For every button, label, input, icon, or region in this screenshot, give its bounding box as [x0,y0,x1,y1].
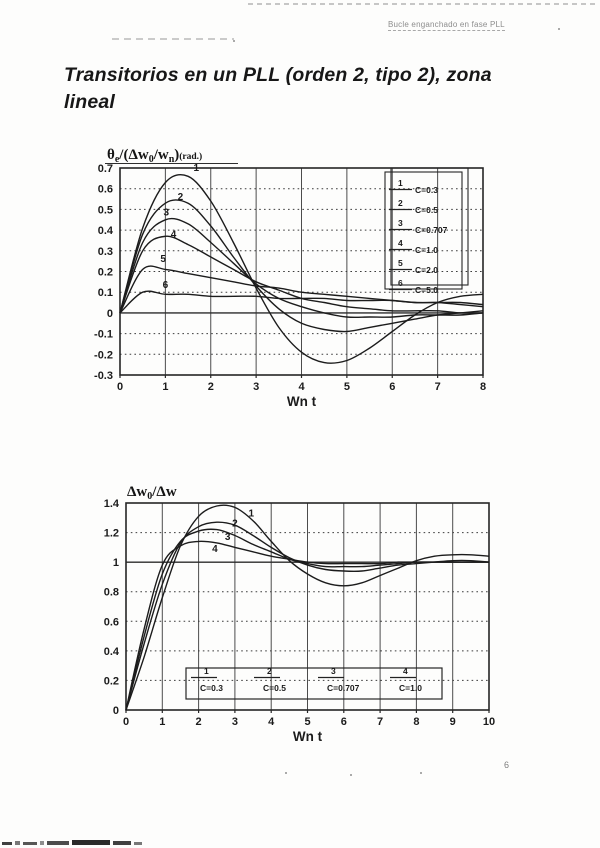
svg-text:C=5.0: C=5.0 [415,285,438,295]
svg-text:1: 1 [193,163,199,174]
svg-text:C=0.707: C=0.707 [327,683,360,693]
svg-text:C=0.3: C=0.3 [415,185,438,195]
svg-text:2: 2 [267,666,272,676]
svg-text:0.8: 0.8 [104,587,119,599]
scan-dot [350,774,352,776]
svg-text:C=1.0: C=1.0 [415,245,438,255]
svg-text:5: 5 [304,716,310,728]
svg-text:-0.1: -0.1 [94,329,113,341]
svg-text:1: 1 [248,508,254,519]
svg-text:6: 6 [398,278,403,288]
svg-text:5: 5 [344,381,350,393]
svg-text:5: 5 [398,258,403,268]
svg-text:1: 1 [398,178,403,188]
svg-text:C=0.3: C=0.3 [200,683,223,693]
svg-text:0.3: 0.3 [98,246,113,258]
scan-dot [233,40,235,42]
running-header-text: Bucle enganchado en fase PLL [388,20,505,29]
svg-text:9: 9 [450,716,456,728]
running-header: Bucle enganchado en fase PLL [388,20,505,31]
scan-noise-line [248,3,598,5]
svg-text:0.6: 0.6 [104,616,119,628]
svg-text:5: 5 [160,254,166,265]
svg-text:θe/(Δw0/wn)(rad.): θe/(Δw0/wn)(rad.) [107,147,202,165]
svg-text:4: 4 [171,229,177,240]
svg-text:4: 4 [212,544,218,555]
svg-text:4: 4 [298,381,305,393]
svg-text:2: 2 [398,198,403,208]
svg-text:Wn t: Wn t [287,394,317,409]
svg-text:4: 4 [268,716,275,728]
svg-text:2: 2 [232,519,238,530]
svg-text:3: 3 [225,532,231,543]
svg-text:3: 3 [164,208,170,219]
svg-text:0: 0 [117,381,123,393]
svg-text:3: 3 [398,218,403,228]
svg-text:0.4: 0.4 [104,646,120,658]
svg-text:0.4: 0.4 [98,225,114,237]
svg-text:1.2: 1.2 [104,528,119,540]
svg-text:6: 6 [389,381,395,393]
svg-text:3: 3 [331,666,336,676]
svg-text:10: 10 [483,716,495,728]
svg-text:Wn t: Wn t [293,729,323,744]
svg-text:-0.3: -0.3 [94,370,113,382]
scan-dot [285,772,287,774]
svg-text:C=0.5: C=0.5 [415,205,438,215]
svg-text:1: 1 [113,557,119,569]
svg-text:C=0.5: C=0.5 [263,683,286,693]
svg-text:C=0.707: C=0.707 [415,225,448,235]
svg-text:3: 3 [253,381,259,393]
svg-text:8: 8 [480,381,486,393]
svg-text:0: 0 [113,705,119,717]
svg-text:1: 1 [159,716,165,728]
svg-text:1: 1 [204,666,209,676]
svg-text:4: 4 [398,238,403,248]
svg-text:0: 0 [107,308,113,320]
svg-text:2: 2 [196,716,202,728]
svg-text:7: 7 [377,716,383,728]
svg-text:2: 2 [178,192,184,203]
svg-text:C=1.0: C=1.0 [399,683,422,693]
svg-text:Δw0/Δw: Δw0/Δw [127,484,177,502]
svg-text:-0.2: -0.2 [94,349,113,361]
svg-text:1: 1 [162,381,168,393]
footer-smudge [2,840,142,845]
page-title: Transitorios en un PLL (orden 2, tipo 2)… [64,64,492,113]
svg-text:0.2: 0.2 [104,675,119,687]
svg-text:0.7: 0.7 [98,163,113,175]
svg-text:6: 6 [163,280,169,291]
svg-text:0.2: 0.2 [98,267,113,279]
scan-dot [558,28,560,30]
svg-text:0: 0 [123,716,129,728]
svg-text:4: 4 [403,666,408,676]
svg-text:7: 7 [435,381,441,393]
svg-text:2: 2 [208,381,214,393]
svg-text:0.6: 0.6 [98,184,113,196]
svg-text:8: 8 [413,716,419,728]
scan-dot [420,772,422,774]
phase-error-transient-chart: 0 1 2 3 4 5 6 7 8-0.3-0.2-0.100.10.20.30.40.50.6… [94,147,486,409]
svg-text:0.1: 0.1 [98,287,113,299]
scan-dashes [112,38,234,40]
page-number: 6 [504,760,510,770]
svg-text:1.4: 1.4 [104,498,120,510]
svg-text:0.5: 0.5 [98,204,113,216]
svg-text:C=2.0: C=2.0 [415,265,438,275]
svg-text:3: 3 [232,716,238,728]
svg-text:6: 6 [341,716,347,728]
